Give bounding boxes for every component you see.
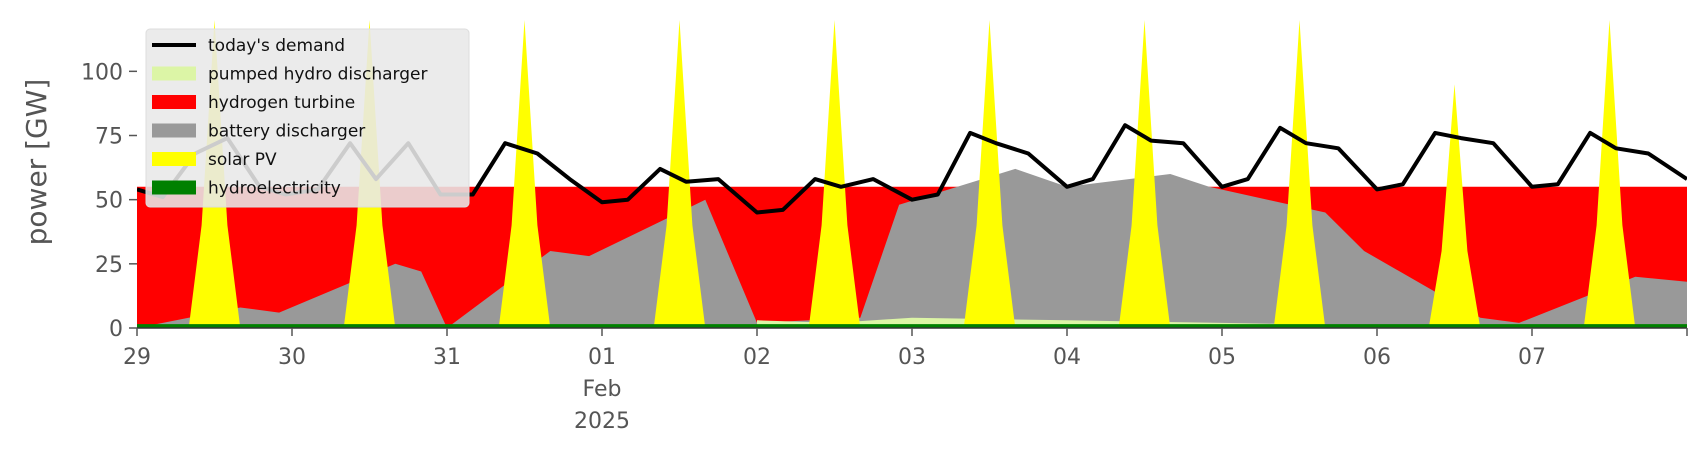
legend-swatch-hydro <box>152 180 196 195</box>
x-tick-label: 04 <box>1053 345 1081 370</box>
y-tick-label: 75 <box>95 125 123 150</box>
legend-label-hydrogen: hydrogen turbine <box>208 93 355 113</box>
y-tick-label: 100 <box>81 60 123 85</box>
legend-label-hydro: hydroelectricity <box>208 179 341 199</box>
x-tick-sublabel: 2025 <box>574 409 630 434</box>
y-axis-title: power [GW] <box>20 79 53 246</box>
x-tick-sublabel: Feb <box>583 377 622 402</box>
x-tick-label: 05 <box>1208 345 1236 370</box>
legend-label-pumped: pumped hydro discharger <box>208 65 427 85</box>
area-solar <box>137 20 1687 328</box>
area-hydro <box>137 324 1687 328</box>
x-tick-label: 29 <box>123 345 151 370</box>
x-tick-label: 31 <box>433 345 461 370</box>
y-tick-label: 0 <box>109 317 123 342</box>
plot-areas <box>137 20 1687 328</box>
legend-box <box>145 28 470 208</box>
x-tick-label: 30 <box>278 345 306 370</box>
legend-swatch-solar <box>152 152 196 166</box>
y-tick-label: 50 <box>95 189 123 214</box>
x-tick-label: 07 <box>1518 345 1546 370</box>
axes: 0 25 50 75 100 29 30 31 01 Feb 2025 02 03 04 05 06 07 <box>81 60 1688 434</box>
legend-label-solar: solar PV <box>208 150 277 170</box>
legend-swatch-battery <box>152 123 196 138</box>
x-tick-label: 02 <box>743 345 771 370</box>
legend-swatch-pumped <box>152 66 196 81</box>
legend-swatch-hydrogen <box>152 95 196 109</box>
legend-label-battery: battery discharger <box>208 122 365 142</box>
x-tick-label: 01 <box>588 345 616 370</box>
x-tick-label: 06 <box>1363 345 1391 370</box>
legend-label-demand: today's demand <box>208 36 345 56</box>
y-tick-label: 25 <box>95 253 123 278</box>
x-tick-label: 03 <box>898 345 926 370</box>
legend: today's demand pumped hydro discharger hyd… <box>145 28 470 208</box>
